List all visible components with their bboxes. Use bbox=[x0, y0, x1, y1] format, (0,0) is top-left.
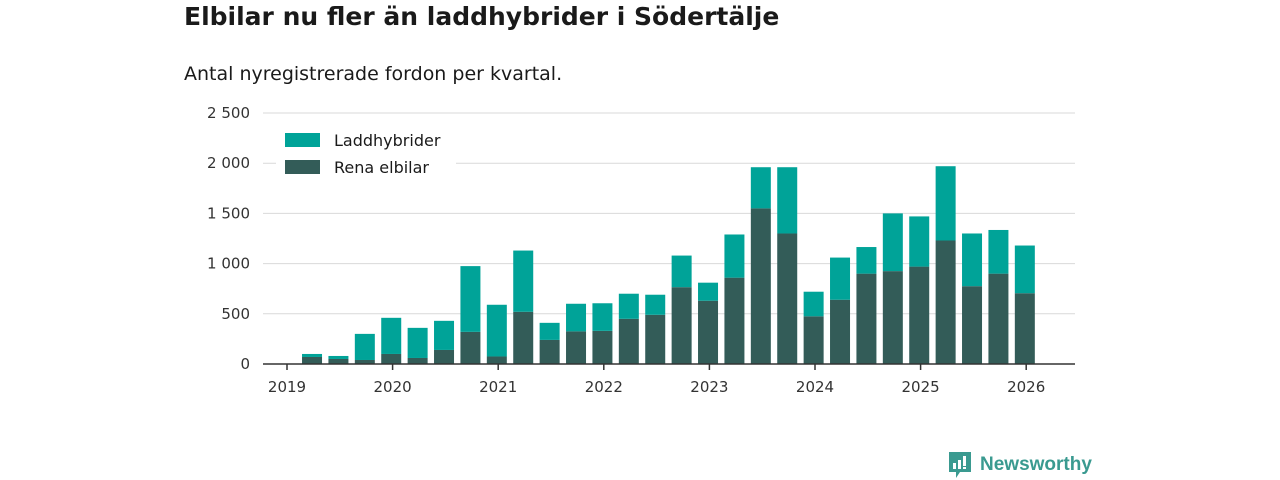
bar-laddhybrider bbox=[777, 167, 798, 234]
x-tick-label: 2022 bbox=[585, 378, 623, 396]
bar-rena-elbilar bbox=[724, 277, 745, 364]
bar-rena-elbilar bbox=[698, 300, 719, 364]
bar-laddhybrider bbox=[882, 213, 903, 272]
bar-rena-elbilar bbox=[407, 357, 428, 364]
legend-swatch bbox=[285, 160, 320, 174]
bar-laddhybrider bbox=[803, 291, 824, 317]
bar-rena-elbilar bbox=[354, 359, 375, 364]
bar-rena-elbilar bbox=[302, 356, 323, 364]
y-tick-label: 2 000 bbox=[207, 154, 250, 172]
bar-rena-elbilar bbox=[566, 331, 587, 364]
bar-laddhybrider bbox=[645, 294, 666, 315]
bar-rena-elbilar bbox=[909, 266, 930, 364]
bar-rena-elbilar bbox=[830, 299, 851, 364]
bar-laddhybrider bbox=[434, 320, 455, 350]
bar-rena-elbilar bbox=[381, 353, 402, 364]
bar-rena-elbilar bbox=[750, 208, 771, 364]
y-tick-label: 0 bbox=[240, 355, 250, 373]
bar-laddhybrider bbox=[381, 317, 402, 354]
bar-rena-elbilar bbox=[777, 233, 798, 364]
bar-rena-elbilar bbox=[434, 349, 455, 364]
bar-rena-elbilar bbox=[645, 314, 666, 364]
x-tick-label: 2020 bbox=[374, 378, 412, 396]
bar-rena-elbilar bbox=[1014, 293, 1035, 364]
x-tick-label: 2019 bbox=[268, 378, 306, 396]
bar-laddhybrider bbox=[856, 247, 877, 274]
bar-rena-elbilar bbox=[962, 286, 983, 364]
bar-laddhybrider bbox=[935, 166, 956, 241]
bar-rena-elbilar bbox=[513, 311, 534, 364]
bar-laddhybrider bbox=[328, 355, 349, 359]
bar-rena-elbilar bbox=[539, 339, 560, 364]
bar-laddhybrider bbox=[566, 303, 587, 332]
bar-laddhybrider bbox=[830, 257, 851, 300]
bar-laddhybrider bbox=[407, 327, 428, 358]
bar-laddhybrider bbox=[750, 167, 771, 209]
bar-rena-elbilar bbox=[592, 330, 613, 364]
newsworthy-logo-icon bbox=[949, 452, 971, 478]
bar-rena-elbilar bbox=[856, 273, 877, 364]
bar-laddhybrider bbox=[302, 353, 323, 357]
x-tick-label: 2025 bbox=[902, 378, 940, 396]
bar-laddhybrider bbox=[1014, 245, 1035, 294]
legend-label: Rena elbilar bbox=[334, 158, 429, 177]
brand-name: Newsworthy bbox=[980, 454, 1092, 475]
chart-title: Elbilar nu fler än laddhybrider i Södert… bbox=[184, 2, 780, 31]
bar-laddhybrider bbox=[698, 282, 719, 301]
legend-swatch bbox=[285, 133, 320, 147]
bar-laddhybrider bbox=[618, 293, 639, 319]
legend-label: Laddhybrider bbox=[334, 131, 441, 150]
chart-subtitle: Antal nyregistrerade fordon per kvartal. bbox=[184, 63, 563, 85]
bar-rena-elbilar bbox=[988, 273, 1009, 364]
bar-laddhybrider bbox=[962, 233, 983, 287]
bar-laddhybrider bbox=[539, 322, 560, 340]
bar-rena-elbilar bbox=[460, 331, 481, 364]
bar-laddhybrider bbox=[486, 304, 507, 357]
x-tick-label: 2026 bbox=[1007, 378, 1045, 396]
bar-rena-elbilar bbox=[328, 358, 349, 364]
bar-rena-elbilar bbox=[618, 318, 639, 364]
bar-laddhybrider bbox=[460, 266, 481, 332]
bar-laddhybrider bbox=[988, 229, 1009, 274]
x-tick-label: 2021 bbox=[479, 378, 517, 396]
y-tick-label: 1 000 bbox=[207, 255, 250, 273]
bar-rena-elbilar bbox=[935, 240, 956, 364]
bar-laddhybrider bbox=[592, 303, 613, 331]
newsworthy-logo: Newsworthy bbox=[948, 451, 1092, 479]
y-tick-label: 2 500 bbox=[207, 104, 250, 122]
x-tick-label: 2024 bbox=[796, 378, 834, 396]
bar-rena-elbilar bbox=[671, 287, 692, 364]
y-tick-label: 500 bbox=[221, 305, 250, 323]
bar-laddhybrider bbox=[671, 255, 692, 288]
bar-rena-elbilar bbox=[486, 356, 507, 364]
bar-laddhybrider bbox=[724, 234, 745, 278]
bar-rena-elbilar bbox=[882, 271, 903, 364]
x-tick-label: 2023 bbox=[690, 378, 728, 396]
bar-laddhybrider bbox=[909, 216, 930, 267]
y-tick-label: 1 500 bbox=[207, 204, 250, 222]
bar-laddhybrider bbox=[354, 333, 375, 360]
bar-laddhybrider bbox=[513, 250, 534, 312]
bar-rena-elbilar bbox=[803, 316, 824, 364]
